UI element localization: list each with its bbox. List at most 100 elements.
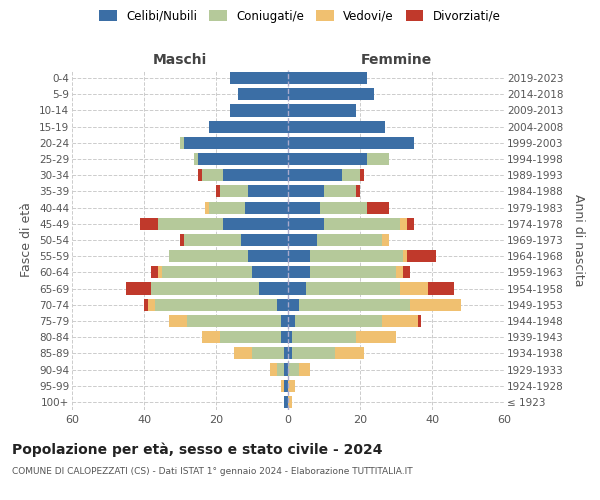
Bar <box>288 396 292 408</box>
Bar <box>230 72 288 84</box>
Bar <box>382 234 389 246</box>
Bar <box>220 186 248 198</box>
Bar <box>288 348 292 360</box>
Bar <box>299 298 410 311</box>
Bar <box>140 218 158 230</box>
Bar <box>356 331 396 343</box>
Bar <box>288 153 367 165</box>
Bar <box>306 282 400 294</box>
Bar <box>238 88 288 101</box>
Bar <box>324 218 400 230</box>
Bar <box>288 315 295 327</box>
Bar <box>310 250 403 262</box>
Bar <box>320 202 367 213</box>
Bar <box>248 186 288 198</box>
Bar <box>281 380 284 392</box>
Bar <box>169 250 248 262</box>
Bar <box>288 186 324 198</box>
Bar <box>288 72 367 84</box>
Bar <box>288 218 324 230</box>
Bar <box>288 104 356 117</box>
Bar <box>288 234 317 246</box>
Bar <box>194 153 198 165</box>
Text: Femmine: Femmine <box>361 53 431 67</box>
Bar <box>428 282 454 294</box>
Bar <box>382 315 418 327</box>
Bar <box>245 202 288 213</box>
Bar <box>317 234 382 246</box>
Bar <box>342 169 360 181</box>
Bar <box>184 234 241 246</box>
Bar <box>162 266 252 278</box>
Bar <box>288 266 310 278</box>
Bar <box>281 315 288 327</box>
Bar <box>270 364 277 376</box>
Bar <box>184 137 288 149</box>
Bar <box>205 202 209 213</box>
Bar <box>223 218 288 230</box>
Bar <box>209 202 245 213</box>
Bar <box>284 348 288 360</box>
Bar <box>335 348 364 360</box>
Bar <box>407 218 414 230</box>
Bar <box>126 282 151 294</box>
Y-axis label: Anni di nascita: Anni di nascita <box>572 194 585 286</box>
Bar <box>187 315 281 327</box>
Bar <box>155 298 277 311</box>
Bar <box>403 250 407 262</box>
Bar <box>234 348 252 360</box>
Bar <box>284 380 288 392</box>
Bar <box>230 104 288 117</box>
Bar <box>288 202 320 213</box>
Bar <box>400 282 428 294</box>
Bar <box>158 218 223 230</box>
Bar <box>299 364 310 376</box>
Bar <box>277 298 288 311</box>
Bar <box>288 298 299 311</box>
Bar <box>252 348 284 360</box>
Text: COMUNE DI CALOPEZZATI (CS) - Dati ISTAT 1° gennaio 2024 - Elaborazione TUTTITALI: COMUNE DI CALOPEZZATI (CS) - Dati ISTAT … <box>12 468 413 476</box>
Text: Maschi: Maschi <box>153 53 207 67</box>
Bar <box>216 186 220 198</box>
Bar <box>295 315 382 327</box>
Bar <box>288 88 374 101</box>
Bar <box>284 396 288 408</box>
Bar <box>144 298 148 311</box>
Bar <box>198 169 202 181</box>
Bar <box>396 266 403 278</box>
Bar <box>248 250 288 262</box>
Bar <box>310 266 396 278</box>
Bar <box>209 120 288 132</box>
Bar <box>356 186 360 198</box>
Bar <box>169 315 187 327</box>
Bar <box>281 331 288 343</box>
Bar <box>223 169 288 181</box>
Bar <box>288 380 295 392</box>
Bar <box>220 331 281 343</box>
Bar <box>284 364 288 376</box>
Bar <box>288 137 414 149</box>
Bar <box>180 137 184 149</box>
Bar <box>259 282 288 294</box>
Bar <box>367 202 389 213</box>
Bar <box>288 331 292 343</box>
Bar <box>277 364 284 376</box>
Bar <box>403 266 410 278</box>
Bar <box>360 169 364 181</box>
Bar <box>410 298 461 311</box>
Bar <box>180 234 184 246</box>
Bar <box>202 331 220 343</box>
Bar <box>252 266 288 278</box>
Bar <box>151 266 158 278</box>
Bar <box>288 169 342 181</box>
Bar <box>148 298 155 311</box>
Y-axis label: Fasce di età: Fasce di età <box>20 202 34 278</box>
Bar <box>202 169 223 181</box>
Bar <box>367 153 389 165</box>
Bar <box>324 186 356 198</box>
Bar <box>288 282 306 294</box>
Bar <box>241 234 288 246</box>
Bar <box>158 266 162 278</box>
Bar <box>418 315 421 327</box>
Bar <box>407 250 436 262</box>
